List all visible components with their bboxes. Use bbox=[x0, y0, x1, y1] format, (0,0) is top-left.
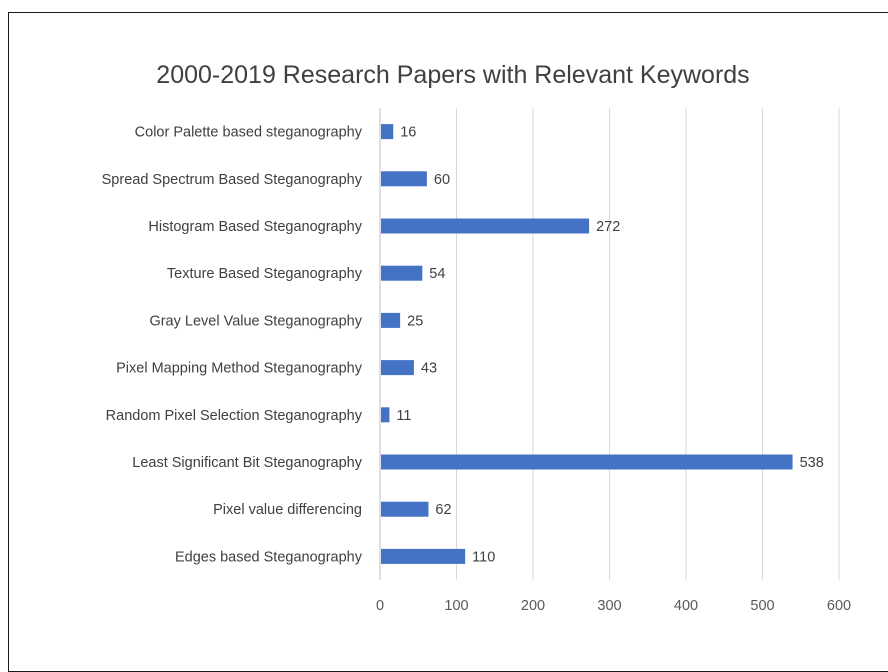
bar bbox=[381, 407, 390, 423]
x-tick-label: 100 bbox=[444, 598, 468, 614]
bar bbox=[381, 265, 423, 281]
category-labels: Color Palette based steganography Spread … bbox=[102, 125, 363, 566]
category-label: Least Significant Bit Steganography bbox=[132, 455, 362, 471]
data-label: 16 bbox=[400, 125, 416, 141]
category-label: Texture Based Steganography bbox=[167, 266, 363, 282]
category-label: Histogram Based Steganography bbox=[148, 219, 362, 235]
data-label: 272 bbox=[596, 219, 620, 235]
data-label: 54 bbox=[429, 266, 445, 282]
data-label: 538 bbox=[800, 455, 824, 471]
x-tick-label: 500 bbox=[750, 598, 774, 614]
x-tick-label: 200 bbox=[521, 598, 545, 614]
data-labels: 16 60 272 54 25 43 11 538 62 110 bbox=[396, 125, 823, 566]
category-label: Random Pixel Selection Steganography bbox=[106, 408, 363, 424]
bar bbox=[381, 171, 427, 187]
x-tick-label: 400 bbox=[674, 598, 698, 614]
bars bbox=[381, 124, 793, 564]
category-label: Pixel Mapping Method Steganography bbox=[116, 361, 363, 377]
x-tick-label: 0 bbox=[376, 598, 384, 614]
bar bbox=[381, 454, 793, 470]
category-label: Color Palette based steganography bbox=[135, 125, 363, 141]
bar bbox=[381, 124, 394, 140]
chart-title: 2000-2019 Research Papers with Relevant … bbox=[156, 61, 749, 89]
x-tick-label: 600 bbox=[827, 598, 851, 614]
gridlines bbox=[379, 108, 840, 580]
category-label: Pixel value differencing bbox=[213, 502, 362, 518]
x-tick-label: 300 bbox=[597, 598, 621, 614]
data-label: 62 bbox=[435, 502, 451, 518]
bar bbox=[381, 501, 429, 517]
bar bbox=[381, 218, 590, 234]
bar bbox=[381, 548, 466, 564]
category-label: Edges based Steganography bbox=[175, 549, 363, 565]
category-label: Gray Level Value Steganography bbox=[149, 313, 362, 329]
bar bbox=[381, 360, 414, 376]
category-label: Spread Spectrum Based Steganography bbox=[102, 172, 363, 188]
data-label: 60 bbox=[434, 172, 450, 188]
data-label: 110 bbox=[472, 549, 495, 565]
x-axis-tick-labels: 0 100 200 300 400 500 600 bbox=[376, 598, 851, 614]
data-label: 25 bbox=[407, 313, 423, 329]
data-label: 11 bbox=[396, 408, 411, 424]
bar-chart: 2000-2019 Research Papers with Relevant … bbox=[102, 61, 851, 614]
data-label: 43 bbox=[421, 361, 437, 377]
bar bbox=[381, 312, 401, 328]
